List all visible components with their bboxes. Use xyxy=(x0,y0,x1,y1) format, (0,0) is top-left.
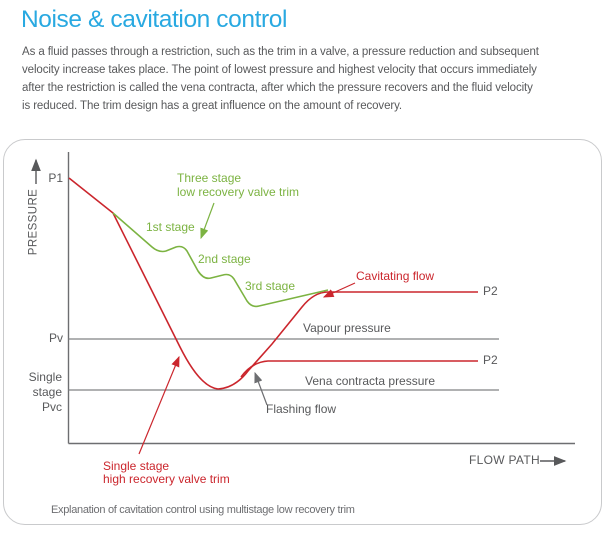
intro-line: As a fluid passes through a restriction,… xyxy=(22,46,539,58)
p1-label: P1 xyxy=(48,171,63,185)
page-title: Noise & cavitation control xyxy=(21,6,288,33)
figure-panel xyxy=(3,139,602,525)
cavitating-flow-label: Cavitating flow xyxy=(356,269,435,283)
three-stage-pointer-arrow-icon xyxy=(200,202,215,240)
figure-caption: Explanation of cavitation control using … xyxy=(51,504,355,516)
three-stage-curve xyxy=(112,212,329,308)
vena-contracta-label: Vena contracta pressure xyxy=(305,374,436,388)
single-stage-pointer-arrow-icon xyxy=(138,355,180,455)
flashing-flow-branch-curve xyxy=(240,360,478,378)
flashing-flow-label: Flashing flow xyxy=(266,402,337,416)
flashing-flow-pointer-arrow-icon xyxy=(254,371,268,406)
single-stage-trim-label: Single stage high recovery valve trim xyxy=(103,459,230,486)
single-stage-pvc-label: Single stage Pvc xyxy=(28,370,62,414)
p2-upper-label: P2 xyxy=(483,284,498,298)
intro-line: after the restriction is called the vena… xyxy=(22,82,533,94)
stage2-label: 2nd stage xyxy=(198,252,251,266)
stage1-label: 1st stage xyxy=(146,220,195,234)
intro-line: is reduced. The trim design has a great … xyxy=(22,100,402,112)
intro-line: velocity increase takes place. The point… xyxy=(22,64,537,76)
cavitating-flow-pointer-arrow-icon xyxy=(322,282,356,298)
p2-lower-label: P2 xyxy=(483,353,498,367)
pv-label: Pv xyxy=(48,331,63,345)
single-stage-curve xyxy=(68,177,478,390)
x-axis-title: FLOW PATH xyxy=(469,453,540,467)
three-stage-label: Three stage low recovery valve trim xyxy=(177,171,300,199)
y-axis-title: PRESSURE xyxy=(27,188,40,256)
intro-paragraph: As a fluid passes through a restriction,… xyxy=(22,43,539,115)
vapour-pressure-label: Vapour pressure xyxy=(303,321,391,335)
stage3-label: 3rd stage xyxy=(245,279,296,293)
